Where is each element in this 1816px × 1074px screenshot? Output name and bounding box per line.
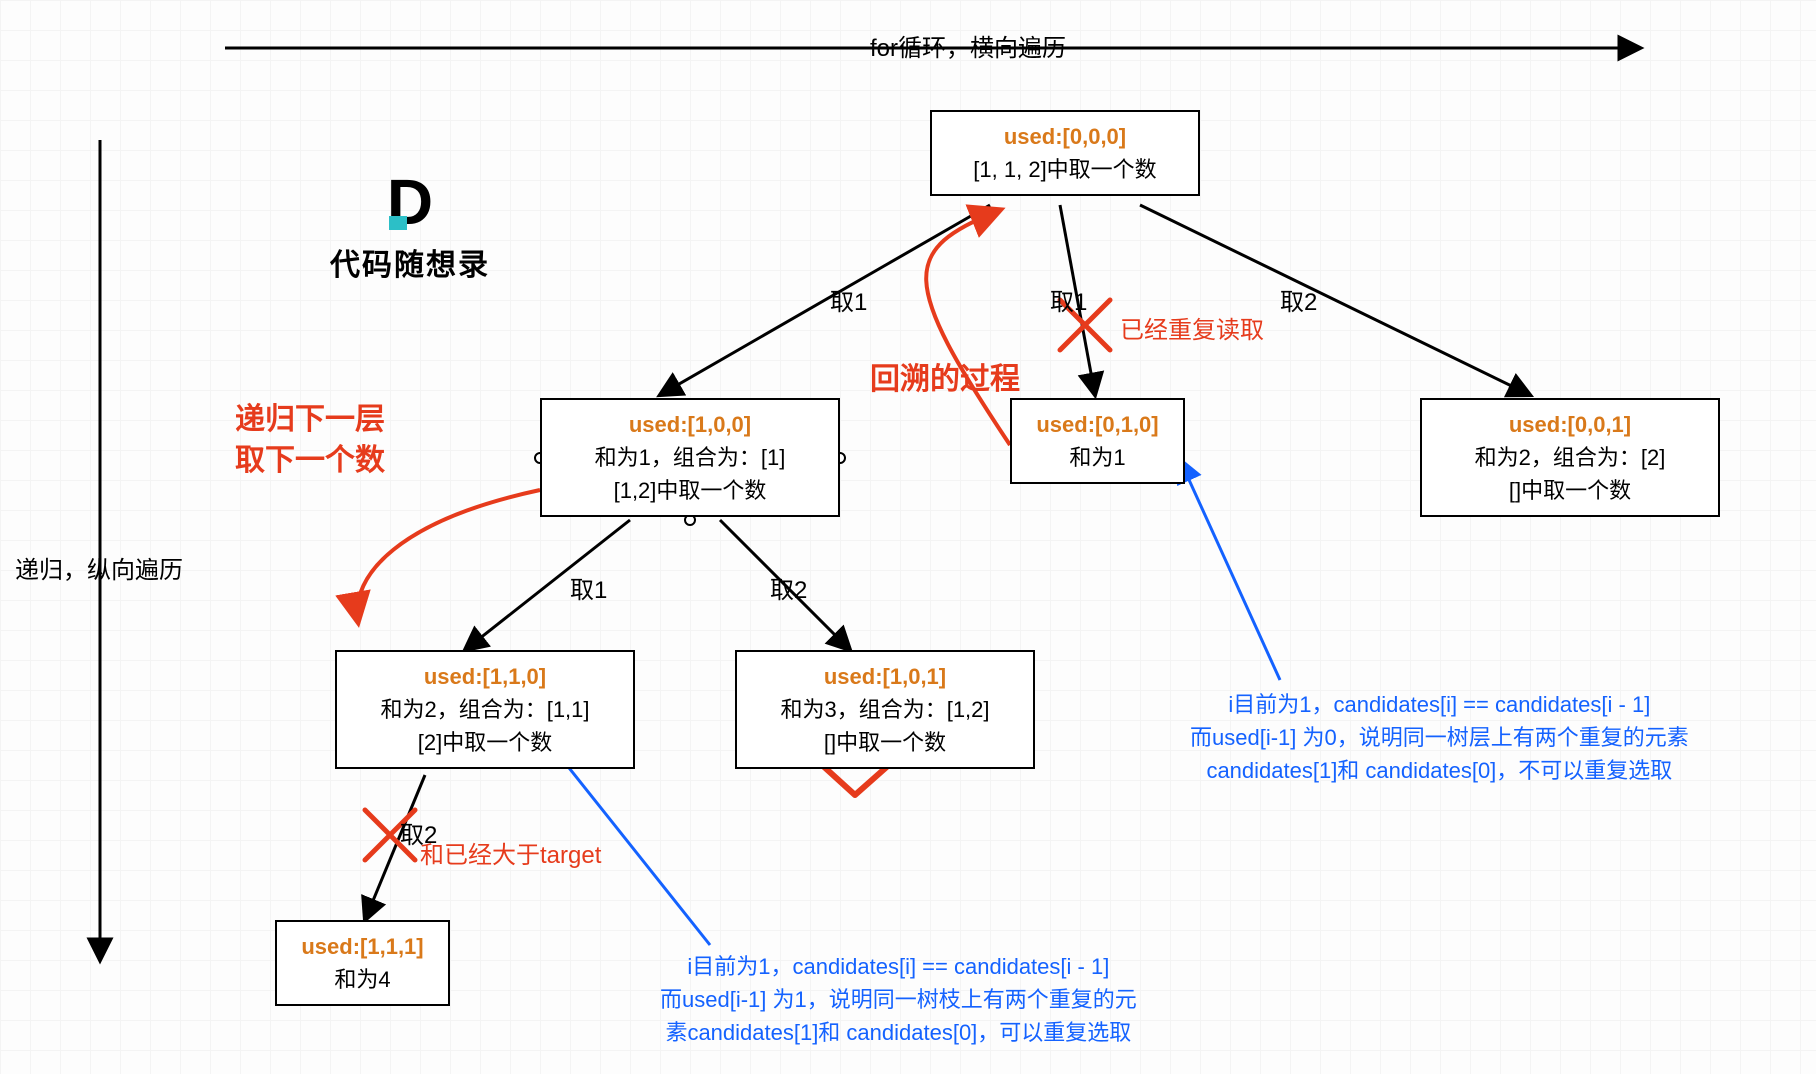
red-gt-target: 和已经大于target bbox=[420, 835, 601, 870]
edge-label: 取2 bbox=[770, 570, 807, 605]
node-used: used:[0,1,0] bbox=[1026, 408, 1169, 441]
edge-label: 取1 bbox=[1050, 282, 1087, 317]
edge-label: 取1 bbox=[570, 570, 607, 605]
node-line: 和为2，组合为：[2] bbox=[1436, 441, 1704, 474]
node-line: 和为3，组合为：[1,2] bbox=[751, 693, 1019, 726]
node-root: used:[0,0,0] [1, 1, 2]中取一个数 bbox=[930, 110, 1200, 196]
node-used: used:[1,0,1] bbox=[751, 660, 1019, 693]
node-line: 和为4 bbox=[291, 963, 434, 996]
red-duplicate: 已经重复读取 bbox=[1120, 310, 1264, 345]
logo-mark: D bbox=[387, 170, 433, 234]
node-used: used:[1,1,0] bbox=[351, 660, 619, 693]
node-used: used:[0,0,1] bbox=[1436, 408, 1704, 441]
edge-label: 取1 bbox=[830, 282, 867, 317]
node-used: used:[1,0,0] bbox=[556, 408, 824, 441]
node-001: used:[0,0,1] 和为2，组合为：[2] []中取一个数 bbox=[1420, 398, 1720, 517]
logo: D 代码随想录 bbox=[330, 170, 490, 284]
node-used: used:[0,0,0] bbox=[946, 120, 1184, 153]
node-line: [1, 1, 2]中取一个数 bbox=[946, 153, 1184, 186]
blue-note-right: i目前为1，candidates[i] == candidates[i - 1]… bbox=[1190, 688, 1689, 787]
node-line: 和为1，组合为：[1] bbox=[556, 441, 824, 474]
red-recursion: 递归下一层取下一个数 bbox=[235, 400, 385, 481]
node-line: [1,2]中取一个数 bbox=[556, 474, 824, 507]
red-backtrack: 回溯的过程 bbox=[870, 360, 1020, 401]
blue-note-bottom: i目前为1，candidates[i] == candidates[i - 1]… bbox=[660, 950, 1137, 1049]
top-arrow-label: for循环，横向遍历 bbox=[870, 28, 1066, 63]
node-101: used:[1,0,1] 和为3，组合为：[1,2] []中取一个数 bbox=[735, 650, 1035, 769]
node-line: []中取一个数 bbox=[751, 726, 1019, 759]
left-arrow-label: 递归，纵向遍历 bbox=[15, 550, 183, 585]
node-100: used:[1,0,0] 和为1，组合为：[1] [1,2]中取一个数 bbox=[540, 398, 840, 517]
node-line: []中取一个数 bbox=[1436, 474, 1704, 507]
node-line: [2]中取一个数 bbox=[351, 726, 619, 759]
node-111: used:[1,1,1] 和为4 bbox=[275, 920, 450, 1006]
node-line: 和为1 bbox=[1026, 441, 1169, 474]
diagram-lines bbox=[0, 0, 1816, 1074]
logo-text: 代码随想录 bbox=[330, 240, 490, 284]
node-010: used:[0,1,0] 和为1 bbox=[1010, 398, 1185, 484]
node-line: 和为2，组合为：[1,1] bbox=[351, 693, 619, 726]
node-used: used:[1,1,1] bbox=[291, 930, 434, 963]
edge-label: 取2 bbox=[1280, 282, 1317, 317]
node-110: used:[1,1,0] 和为2，组合为：[1,1] [2]中取一个数 bbox=[335, 650, 635, 769]
